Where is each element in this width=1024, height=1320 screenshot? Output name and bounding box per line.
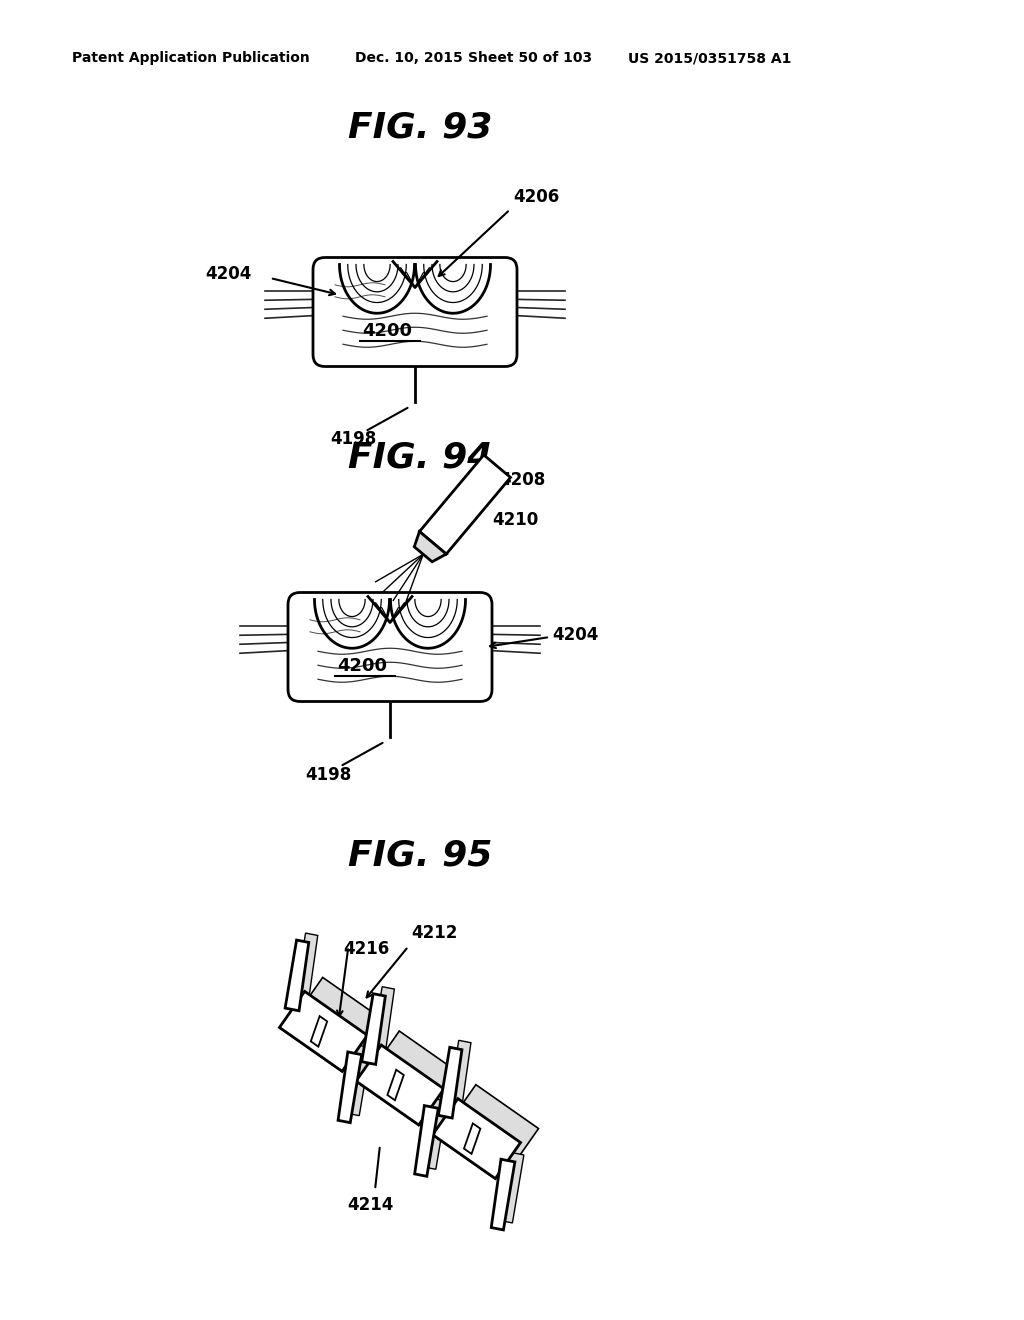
Polygon shape: [438, 1047, 462, 1118]
Polygon shape: [447, 1040, 471, 1111]
Text: FIG. 93: FIG. 93: [348, 110, 493, 144]
Text: Dec. 10, 2015: Dec. 10, 2015: [355, 51, 463, 65]
Text: 4214: 4214: [347, 1196, 393, 1214]
Polygon shape: [280, 1014, 360, 1072]
Polygon shape: [501, 1152, 524, 1222]
Polygon shape: [338, 1052, 361, 1123]
Polygon shape: [347, 1045, 371, 1115]
Polygon shape: [371, 986, 394, 1057]
FancyBboxPatch shape: [313, 257, 517, 367]
Polygon shape: [387, 1069, 403, 1101]
Text: Sheet 50 of 103: Sheet 50 of 103: [468, 51, 592, 65]
Text: 4200: 4200: [362, 322, 412, 339]
Polygon shape: [280, 991, 368, 1072]
Text: US 2015/0351758 A1: US 2015/0351758 A1: [628, 51, 792, 65]
Polygon shape: [297, 977, 385, 1057]
Text: 4208: 4208: [499, 471, 546, 488]
Polygon shape: [294, 933, 317, 1003]
Polygon shape: [492, 1159, 515, 1230]
Text: 4210: 4210: [493, 511, 539, 529]
Polygon shape: [432, 1121, 513, 1179]
FancyBboxPatch shape: [288, 593, 492, 701]
Text: 4204: 4204: [552, 626, 598, 644]
Text: 4198: 4198: [330, 430, 376, 449]
Polygon shape: [432, 1098, 520, 1179]
Text: 4204: 4204: [205, 265, 251, 282]
Polygon shape: [374, 1031, 462, 1111]
Text: Patent Application Publication: Patent Application Publication: [72, 51, 309, 65]
Polygon shape: [356, 1067, 436, 1125]
Text: 4200: 4200: [337, 657, 387, 675]
Text: 4216: 4216: [343, 940, 390, 958]
Polygon shape: [285, 940, 309, 1011]
Text: FIG. 95: FIG. 95: [348, 838, 493, 873]
Polygon shape: [420, 455, 511, 554]
Polygon shape: [415, 1106, 438, 1176]
Polygon shape: [464, 1123, 480, 1154]
Polygon shape: [311, 1016, 328, 1047]
Text: 4212: 4212: [412, 924, 458, 942]
Polygon shape: [415, 532, 446, 562]
Text: FIG. 94: FIG. 94: [348, 441, 493, 475]
Polygon shape: [451, 1085, 539, 1164]
Polygon shape: [424, 1098, 447, 1170]
Text: 4198: 4198: [305, 766, 351, 784]
Text: 4206: 4206: [513, 189, 559, 206]
Polygon shape: [361, 994, 385, 1064]
Polygon shape: [356, 1045, 444, 1125]
